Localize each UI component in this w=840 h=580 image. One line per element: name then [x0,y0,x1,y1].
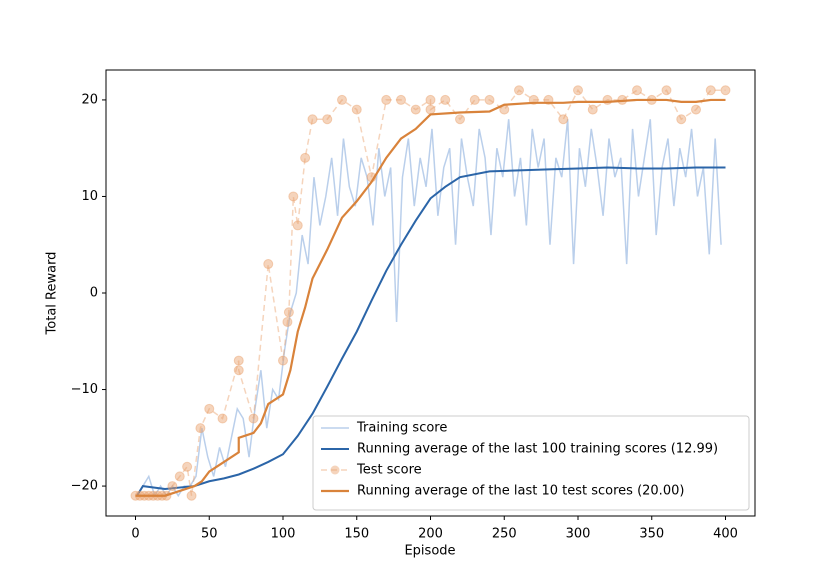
marker [661,85,672,96]
marker [233,355,244,366]
series-line [136,119,722,498]
x-tick-label: 250 [492,527,517,542]
x-tick-label: 0 [131,527,139,542]
x-tick-label: 150 [344,527,369,542]
marker [705,85,716,96]
marker [292,220,303,231]
legend-label: Running average of the last 10 test scor… [357,484,684,499]
marker [174,471,185,482]
marker [186,490,197,501]
marker [469,94,480,105]
marker [167,481,178,492]
marker [425,104,436,115]
y-tick-label: 20 [81,92,98,107]
marker [282,316,293,327]
marker [337,94,347,105]
marker [233,365,244,376]
series-line [136,166,726,497]
series-line [135,88,726,497]
y-axis-label: Total Reward [45,252,60,336]
y-tick-label: 10 [81,189,98,204]
x-tick-label: 300 [566,527,591,542]
marker [425,94,436,105]
axes-frame [105,69,756,517]
marker [691,104,701,115]
marker [514,85,524,96]
marker [263,259,274,270]
x-tick-label: 100 [271,527,296,542]
marker [182,461,193,472]
x-tick-label: 50 [201,527,218,542]
x-tick-label: 400 [713,527,738,542]
marker [440,94,451,105]
marker [396,94,406,105]
marker [410,104,421,115]
marker [602,94,613,105]
marker [676,114,687,125]
legend-label: Training score [356,421,447,436]
legend-marker [330,465,340,475]
marker [381,94,392,105]
marker [351,104,362,115]
marker [300,152,311,163]
y-tick-label: −10 [71,382,98,397]
y-tick-label: 0 [90,286,98,301]
marker [278,355,288,366]
marker [455,114,465,125]
marker [587,104,598,115]
marker [248,413,259,424]
marker [288,191,299,202]
x-tick-label: 200 [418,527,443,542]
legend-box [312,415,750,511]
marker [195,423,206,434]
x-tick-label: 350 [639,527,664,542]
marker [283,307,294,318]
marker [573,85,583,96]
legend-label: Running average of the last 100 training… [357,442,718,457]
y-tick-label: −20 [71,479,98,494]
x-axis-label: Episode [404,544,455,559]
marker [720,85,731,96]
marker [322,114,333,125]
marker [484,94,495,105]
marker [217,413,228,424]
marker [558,114,569,125]
legend-label: Test score [356,463,422,478]
plot-area [130,85,731,501]
series-line [135,98,726,497]
marker [632,85,642,96]
marker [204,403,215,414]
marker [307,114,318,125]
